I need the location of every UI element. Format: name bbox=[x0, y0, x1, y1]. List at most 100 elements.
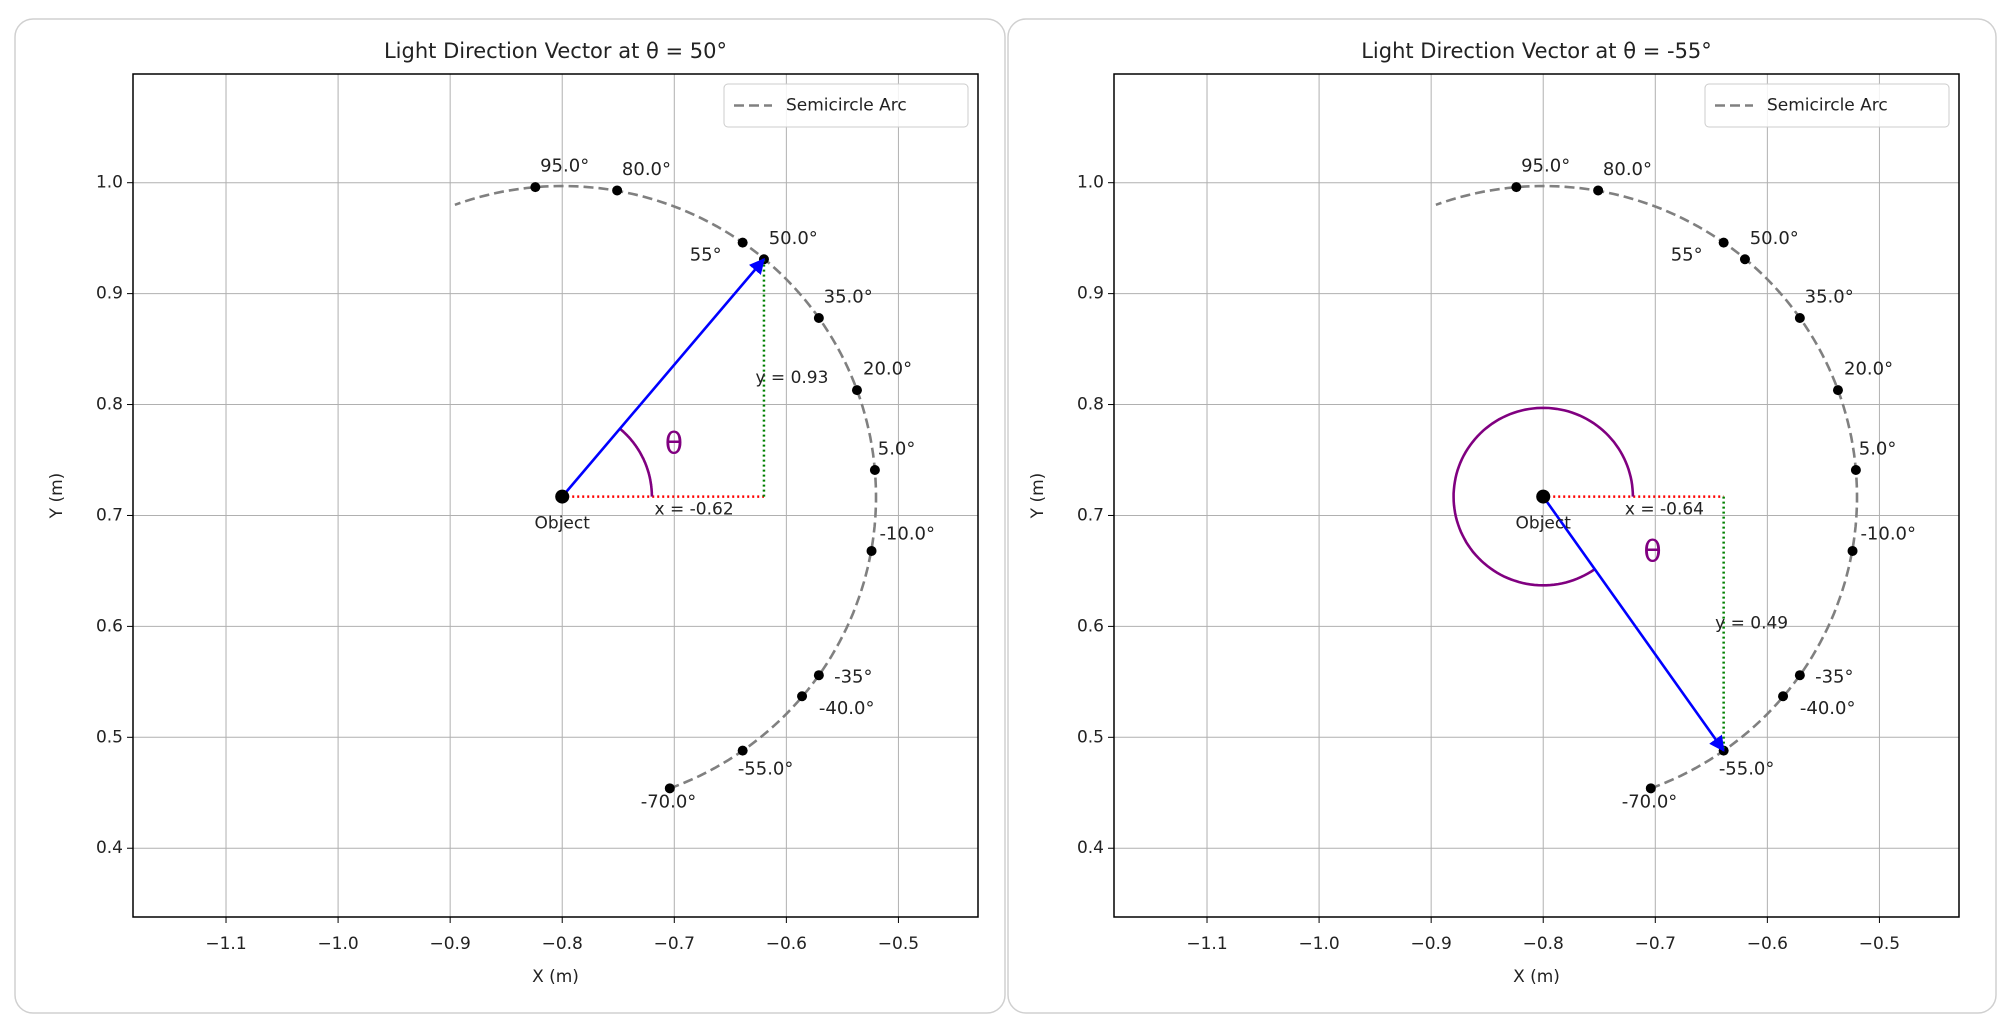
x-tick-label: −1.0 bbox=[317, 934, 358, 954]
point-label: 50.0° bbox=[1750, 228, 1799, 249]
x-tick-label: −0.7 bbox=[1635, 934, 1676, 954]
point-label: -35° bbox=[1815, 667, 1853, 688]
point-label: 50.0° bbox=[769, 228, 818, 249]
y-tick-label: 1.0 bbox=[96, 173, 123, 193]
y-tick-label: 0.5 bbox=[96, 727, 123, 747]
point-label: 95.0° bbox=[1521, 156, 1570, 177]
object-label: Object bbox=[1516, 514, 1572, 534]
axes-frame bbox=[1113, 73, 1960, 918]
arc-point bbox=[813, 313, 824, 324]
arc-point bbox=[612, 185, 623, 196]
point-label: 5.0° bbox=[878, 439, 916, 460]
x-tick-label: −1.1 bbox=[205, 934, 246, 954]
object-point bbox=[1536, 489, 1551, 504]
direction-vector bbox=[1542, 495, 1725, 752]
arc-point bbox=[1511, 182, 1522, 193]
y-tick-label: 0.8 bbox=[1077, 395, 1104, 415]
y-tick-label: 0.7 bbox=[1077, 505, 1104, 525]
point-label: 80.0° bbox=[1603, 159, 1652, 180]
theta-label: θ bbox=[1643, 534, 1661, 569]
direction-vector bbox=[561, 258, 765, 498]
point-label: -35° bbox=[834, 667, 872, 688]
point-label: 35.0° bbox=[824, 287, 873, 308]
arc-point bbox=[869, 464, 880, 475]
object-label: Object bbox=[535, 514, 591, 534]
arc-point bbox=[1794, 670, 1805, 681]
y-tick-label: 0.4 bbox=[1077, 838, 1104, 858]
arc-point bbox=[737, 237, 748, 248]
x-tick-label: −1.1 bbox=[1186, 934, 1227, 954]
y-axis-label: Y (m) bbox=[1028, 473, 1048, 520]
arc-point bbox=[737, 745, 748, 756]
angle-arc bbox=[619, 427, 654, 497]
point-label: -70.0° bbox=[1622, 791, 1678, 812]
arc-point bbox=[1794, 313, 1805, 324]
legend-box bbox=[723, 83, 969, 128]
point-label: -70.0° bbox=[641, 791, 697, 812]
axes-frame bbox=[132, 73, 979, 918]
point-label: -10.0° bbox=[1860, 523, 1916, 544]
arc-point bbox=[866, 545, 877, 556]
x-axis-label: X (m) bbox=[1513, 967, 1560, 987]
x-tick-label: −1.0 bbox=[1298, 934, 1339, 954]
y-tick-label: 0.9 bbox=[1077, 284, 1104, 304]
y-tick-label: 0.4 bbox=[96, 838, 123, 858]
y-tick-label: 0.9 bbox=[96, 284, 123, 304]
point-label: 55° bbox=[1671, 244, 1703, 265]
x-tick-label: −0.9 bbox=[1411, 934, 1452, 954]
arc-point bbox=[1739, 254, 1750, 265]
legend-label: Semicircle Arc bbox=[786, 96, 907, 116]
x-tick-label: −0.5 bbox=[878, 934, 919, 954]
x-tick-label: −0.8 bbox=[542, 934, 583, 954]
x-tick-label: −0.9 bbox=[430, 934, 471, 954]
arc-point bbox=[851, 385, 862, 396]
x-tick-label: −0.8 bbox=[1523, 934, 1564, 954]
point-label: 5.0° bbox=[1859, 439, 1897, 460]
x-tick-label: −0.7 bbox=[654, 934, 695, 954]
arc-point bbox=[1593, 185, 1604, 196]
y-axis-label: Y (m) bbox=[47, 473, 67, 520]
angle-arc bbox=[1452, 406, 1635, 587]
x-axis-label: X (m) bbox=[532, 967, 579, 987]
y-tick-label: 0.5 bbox=[1077, 727, 1104, 747]
point-label: -55.0° bbox=[1719, 759, 1775, 780]
arc-point bbox=[797, 691, 808, 702]
x-component-label: x = -0.64 bbox=[1625, 500, 1704, 520]
plot-area bbox=[454, 182, 880, 794]
y-tick-label: 0.7 bbox=[96, 505, 123, 525]
arc-point bbox=[530, 182, 541, 193]
chart-title: Light Direction Vector at θ = 50° bbox=[384, 39, 727, 63]
card bbox=[14, 18, 1006, 1014]
point-label: -10.0° bbox=[879, 523, 935, 544]
point-label: -55.0° bbox=[738, 759, 794, 780]
arc-point bbox=[813, 670, 824, 681]
arc-point bbox=[1847, 545, 1858, 556]
arc-point bbox=[664, 783, 675, 794]
point-label: -40.0° bbox=[819, 698, 875, 719]
point-label: 35.0° bbox=[1805, 287, 1854, 308]
x-tick-label: −0.6 bbox=[1747, 934, 1788, 954]
arc-point bbox=[1778, 691, 1789, 702]
card bbox=[1007, 18, 1997, 1014]
y-component-label: y = 0.49 bbox=[1715, 614, 1788, 634]
y-tick-label: 0.8 bbox=[96, 395, 123, 415]
x-tick-label: −0.6 bbox=[766, 934, 807, 954]
arc-point bbox=[1718, 237, 1729, 248]
legend-label: Semicircle Arc bbox=[1767, 96, 1888, 116]
arc-point bbox=[1850, 464, 1861, 475]
y-component-label: y = 0.93 bbox=[755, 368, 828, 388]
legend-box bbox=[1704, 83, 1950, 128]
y-tick-label: 0.6 bbox=[96, 616, 123, 636]
theta-label: θ bbox=[665, 427, 683, 462]
arc-point bbox=[1645, 783, 1656, 794]
chart-title: Light Direction Vector at θ = -55° bbox=[1361, 39, 1712, 63]
object-point bbox=[555, 489, 570, 504]
point-label: 20.0° bbox=[1844, 359, 1893, 380]
point-label: 55° bbox=[690, 244, 722, 265]
point-label: 95.0° bbox=[540, 156, 589, 177]
point-label: 20.0° bbox=[863, 359, 912, 380]
y-tick-label: 1.0 bbox=[1077, 173, 1104, 193]
x-tick-label: −0.5 bbox=[1859, 934, 1900, 954]
x-component-label: x = -0.62 bbox=[655, 500, 734, 520]
